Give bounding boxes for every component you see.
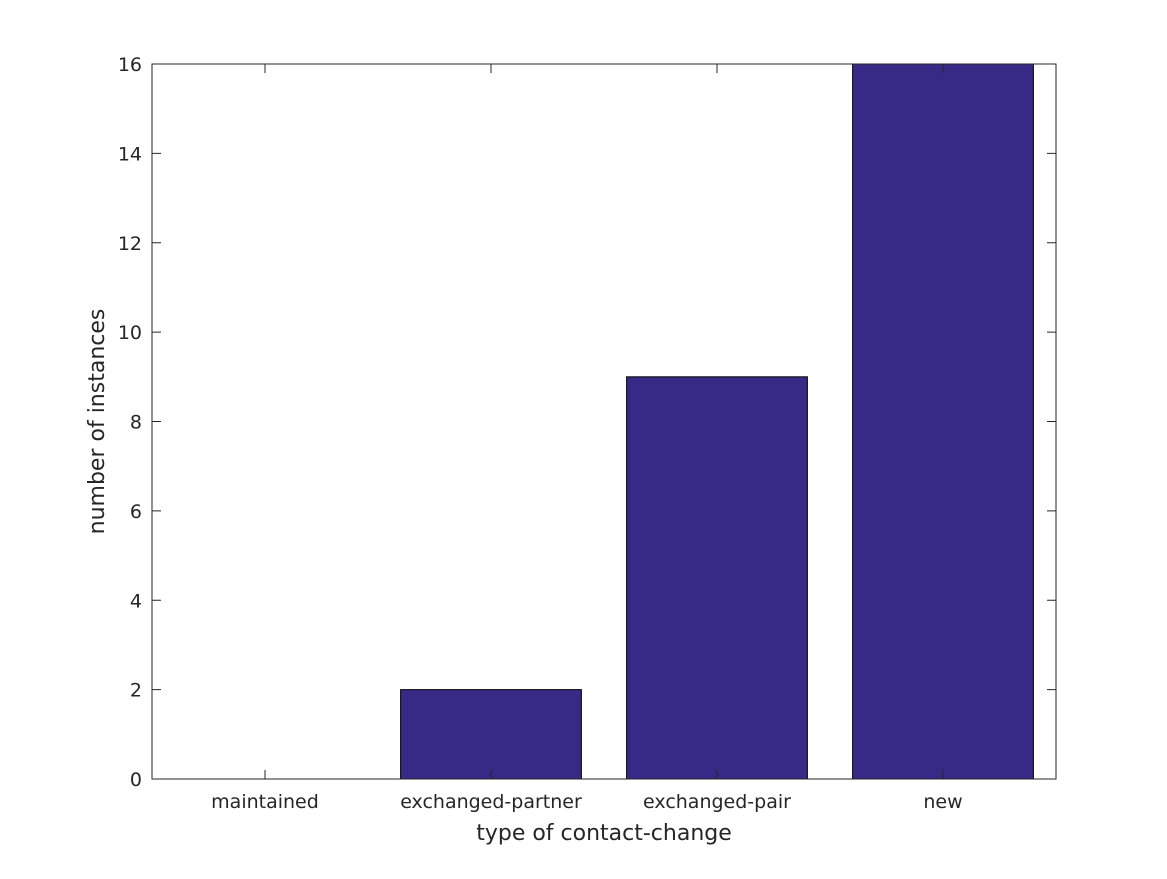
y-tick-label: 0 <box>130 769 142 791</box>
x-tick-label: maintained <box>211 791 319 813</box>
y-tick-label: 8 <box>130 412 142 434</box>
bar <box>852 63 1034 780</box>
y-tick-label: 2 <box>130 680 142 702</box>
y-tick-label: 4 <box>130 590 142 612</box>
x-tick-label: new <box>923 791 962 813</box>
y-tick-label: 10 <box>118 322 142 344</box>
bar <box>626 376 808 780</box>
bars-layer <box>400 63 1034 780</box>
x-tick-label: exchanged-partner <box>400 791 582 813</box>
y-tick-label: 6 <box>130 501 142 523</box>
y-tick-label: 14 <box>118 143 142 165</box>
ticks-layer: maintained exchanged-partner exchanged-pai… <box>118 54 1056 813</box>
x-axis-label: type of contact-change <box>476 821 732 846</box>
y-axis-label: number of instances <box>85 309 110 535</box>
x-tick-label: exchanged-pair <box>643 791 791 813</box>
y-tick-label: 16 <box>118 54 142 76</box>
y-tick-label: 12 <box>118 233 142 255</box>
bar <box>400 689 582 780</box>
